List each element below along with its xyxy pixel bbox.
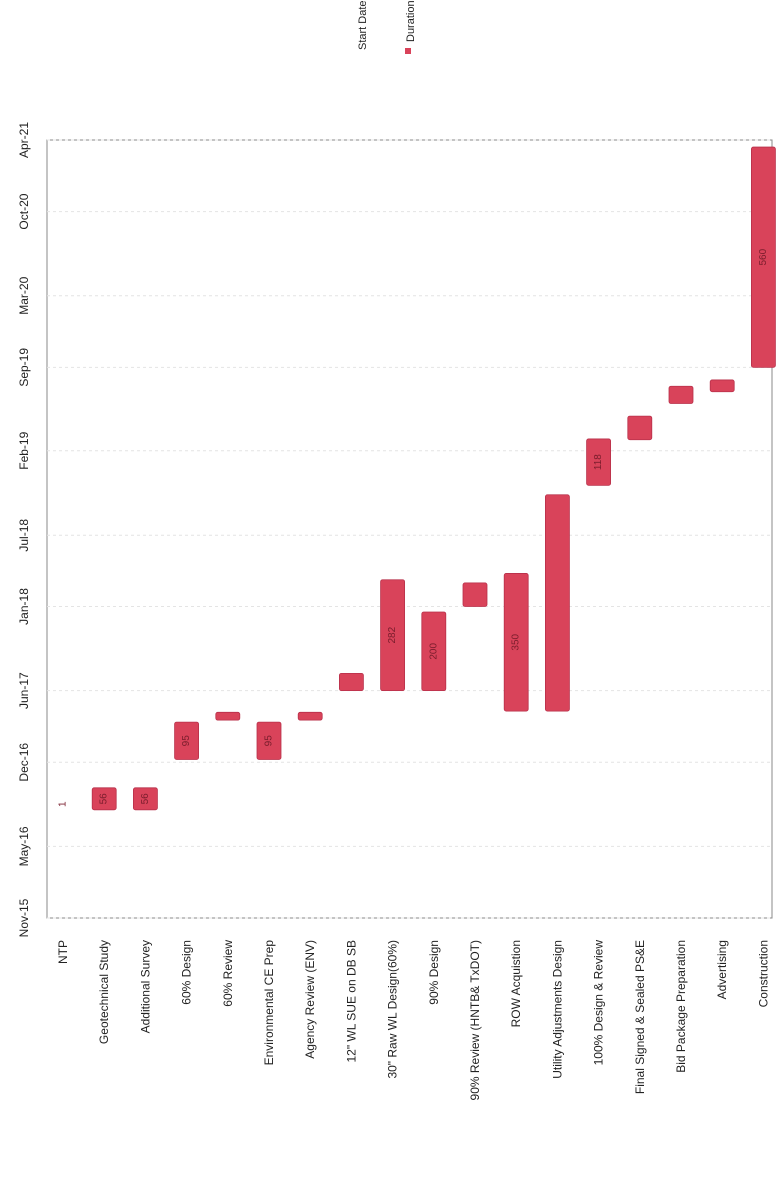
duration-bar: [462, 582, 488, 607]
date-tick-label: Oct-20: [17, 193, 31, 229]
date-tick-label: Feb-19: [17, 431, 31, 469]
category-label: ROW Acquistion: [509, 940, 523, 1027]
category-label: 60% Design: [180, 940, 194, 1005]
duration-bar: [627, 415, 653, 441]
category-label: Bid Package Preparation: [674, 940, 688, 1073]
duration-bar: [751, 146, 776, 368]
duration-data-label: 56: [140, 793, 151, 805]
duration-bar: [174, 721, 200, 760]
duration-bar: [338, 672, 364, 692]
category-label: Additional Survey: [138, 940, 152, 1033]
duration-bar: [215, 711, 241, 721]
duration-data-label: 350: [511, 633, 522, 650]
date-tick-label: Mar-20: [17, 276, 31, 314]
date-tick-label: Dec-16: [17, 743, 31, 782]
duration-data-label: 282: [387, 626, 398, 643]
category-label: 12" WL SUE on DB SB: [344, 940, 358, 1063]
category-label: 90% Review (HNTB& TxDOT): [468, 940, 482, 1100]
duration-bar: [256, 721, 282, 760]
legend-durations-label: Durations (days): [405, 0, 417, 42]
date-tick-label: Sep-19: [17, 348, 31, 387]
duration-bar: [421, 611, 447, 692]
category-label: Construction: [756, 940, 770, 1007]
duration-data-label: 56: [99, 793, 110, 805]
duration-bar: [668, 385, 694, 404]
category-label: 30" Raw WL Design(60%): [386, 940, 400, 1079]
date-tick-label: Jun-17: [17, 672, 31, 709]
duration-bar: [91, 787, 117, 811]
duration-data-label: 1: [58, 801, 69, 807]
category-label: 100% Design & Review: [592, 940, 606, 1066]
category-label: Geotechnical Study: [97, 940, 111, 1044]
category-label: 90% Design: [427, 940, 441, 1005]
duration-data-label: 95: [264, 735, 275, 747]
duration-bar: [709, 379, 735, 393]
duration-bar: [545, 494, 570, 712]
date-tick-label: Jan-18: [17, 588, 31, 625]
duration-bar: [297, 711, 323, 721]
duration-bar: [132, 787, 158, 811]
duration-bar: [586, 438, 611, 486]
duration-data-label: 95: [181, 735, 192, 747]
category-label: 60% Review: [221, 940, 235, 1007]
date-tick-label: Nov-15: [17, 898, 31, 937]
category-label: Advertising: [715, 940, 729, 999]
duration-data-label: 200: [428, 643, 439, 660]
category-label: Agency Review (ENV): [303, 940, 317, 1059]
date-tick-label: May-16: [17, 826, 31, 866]
duration-data-label: 118: [593, 454, 604, 470]
duration-bar: [380, 579, 406, 692]
legend-durations-swatch: [405, 48, 411, 54]
duration-bar: [503, 573, 529, 712]
duration-data-label: 560: [758, 248, 769, 265]
legend-start-date-label: Start Date: [357, 0, 369, 50]
category-label: Utility Adjustments Design: [550, 940, 564, 1079]
date-tick-label: Apr-21: [17, 122, 31, 158]
category-label: NTP: [56, 940, 70, 964]
category-label: Environmental CE Prep: [262, 940, 276, 1066]
date-tick-label: Jul-18: [17, 519, 31, 552]
category-label: Final Signed & Sealed PS&E: [633, 940, 647, 1094]
